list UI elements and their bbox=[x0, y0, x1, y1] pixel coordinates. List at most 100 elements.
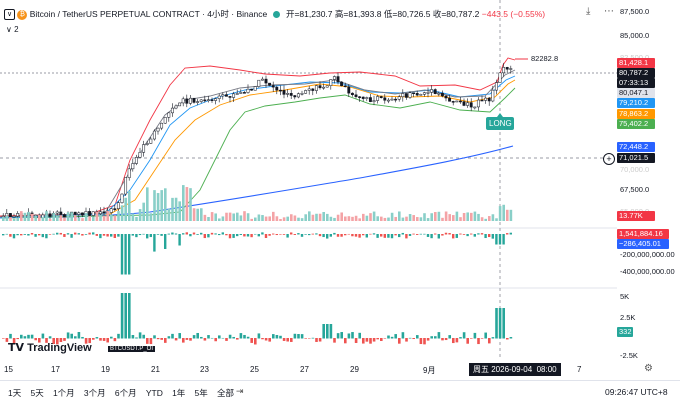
candle-body bbox=[8, 213, 12, 218]
price-tag-last: 80,787.2 bbox=[617, 68, 655, 78]
volume-bar bbox=[12, 218, 16, 221]
close-value: =80,787.2 bbox=[441, 9, 480, 19]
oi-bar bbox=[88, 232, 91, 235]
volume-bar bbox=[84, 213, 88, 221]
delta-bar bbox=[92, 338, 95, 340]
range-6m[interactable]: 6个月 bbox=[114, 388, 137, 398]
oi-bar bbox=[171, 232, 174, 235]
date-range-icon[interactable]: ⇥ bbox=[236, 386, 244, 396]
range-1y[interactable]: 1年 bbox=[172, 388, 186, 398]
candle-body bbox=[5, 213, 9, 217]
delta-bar bbox=[30, 334, 34, 339]
time-axis-label: 17 bbox=[51, 365, 60, 374]
oi-bar bbox=[261, 232, 264, 235]
volume-bar bbox=[488, 216, 491, 221]
candle-body bbox=[185, 98, 189, 104]
delta-bar bbox=[354, 338, 358, 343]
delta-bar bbox=[380, 338, 383, 342]
delta-bar bbox=[232, 336, 235, 339]
axis-settings-icon[interactable]: ⚙ bbox=[644, 363, 653, 374]
range-5d[interactable]: 5天 bbox=[30, 388, 44, 398]
delta-bar bbox=[437, 332, 441, 339]
volume-bar bbox=[297, 217, 300, 221]
delta-bar bbox=[5, 338, 9, 342]
delta-bar bbox=[243, 334, 246, 339]
delta-bar bbox=[200, 336, 203, 339]
symbol-title[interactable]: Bitcoin / TetherUS PERPETUAL CONTRACT · … bbox=[29, 9, 268, 19]
candle-body bbox=[134, 157, 138, 164]
volume-bar bbox=[74, 215, 77, 221]
volume-bar bbox=[185, 187, 189, 221]
candle-body bbox=[268, 82, 272, 86]
delta-bar bbox=[408, 337, 412, 339]
oi-bar bbox=[300, 234, 304, 237]
bitcoin-logo-icon: ₿ bbox=[17, 9, 28, 20]
oi-bar bbox=[48, 234, 52, 235]
oi-bar bbox=[430, 234, 433, 239]
volume-bar bbox=[315, 213, 318, 221]
delta-bar bbox=[308, 338, 311, 339]
delta-bar bbox=[394, 334, 397, 339]
volume-bar bbox=[113, 215, 117, 221]
delta-bar bbox=[63, 338, 66, 341]
delta-bar bbox=[412, 338, 415, 340]
oi-bar bbox=[286, 234, 289, 238]
range-5y[interactable]: 5年 bbox=[194, 388, 208, 398]
oi-bar bbox=[16, 234, 19, 236]
volume-bar bbox=[444, 211, 448, 221]
price-scale[interactable]: 87,500.0 85,000.0 82,500.0 70,000.0 67,5… bbox=[617, 0, 680, 360]
volume-bar bbox=[189, 188, 192, 221]
range-1d[interactable]: 1天 bbox=[8, 388, 22, 398]
more-options-icon[interactable]: ⋯ bbox=[604, 6, 614, 17]
delta-bar bbox=[444, 338, 448, 341]
indicator-toggle[interactable]: ∨ 2 bbox=[6, 25, 19, 34]
volume-bar bbox=[9, 217, 12, 221]
delta-bar bbox=[27, 334, 30, 339]
oi-bar bbox=[92, 232, 95, 235]
range-1m[interactable]: 1个月 bbox=[52, 388, 75, 398]
delta-bar bbox=[398, 338, 401, 344]
volume-bar bbox=[329, 216, 333, 221]
clock-display[interactable]: 09:26:47 UTC+8 bbox=[605, 387, 668, 397]
volume-bar bbox=[466, 212, 469, 221]
open-label: 开 bbox=[285, 9, 295, 19]
delta-bar bbox=[156, 338, 160, 340]
candle-body bbox=[397, 96, 401, 100]
volume-bar bbox=[110, 214, 113, 221]
oi-bar bbox=[135, 234, 138, 238]
delta-bar bbox=[282, 338, 286, 341]
price-chart[interactable] bbox=[0, 0, 617, 360]
volume-bar bbox=[506, 209, 509, 221]
volume-bar bbox=[437, 211, 441, 221]
range-all[interactable]: 全部 bbox=[217, 388, 235, 398]
range-ytd[interactable]: YTD bbox=[145, 388, 163, 398]
volume-bar bbox=[38, 215, 41, 221]
volume-bar bbox=[156, 193, 160, 221]
add-alert-plus-icon[interactable]: + bbox=[603, 153, 615, 165]
volume-bar bbox=[473, 211, 477, 221]
oi-bar bbox=[365, 234, 368, 238]
delta-bar bbox=[506, 338, 509, 340]
oi-bar bbox=[426, 234, 430, 237]
candle-body bbox=[275, 86, 279, 91]
delta-bar bbox=[41, 333, 45, 339]
delta-bar bbox=[351, 332, 354, 339]
candle-body bbox=[322, 86, 326, 89]
candle-body bbox=[372, 100, 376, 102]
volume-bar bbox=[171, 197, 174, 221]
volume-bar bbox=[81, 218, 84, 221]
candle-body bbox=[120, 193, 124, 203]
delta-bar bbox=[221, 337, 225, 339]
range-3m[interactable]: 3个月 bbox=[83, 388, 106, 398]
delta-bar bbox=[401, 332, 405, 339]
oi-bar bbox=[297, 233, 300, 235]
symbol-toggle-icon[interactable]: ∨ bbox=[4, 9, 15, 21]
volume-bar bbox=[326, 213, 329, 221]
volume-bar bbox=[452, 215, 455, 221]
candle-body bbox=[142, 144, 146, 153]
volume-bar bbox=[131, 213, 135, 221]
candle-body bbox=[484, 97, 488, 101]
oi-bar bbox=[203, 234, 206, 239]
download-icon[interactable]: ⤓ bbox=[586, 6, 591, 17]
delta-bar bbox=[23, 336, 27, 339]
